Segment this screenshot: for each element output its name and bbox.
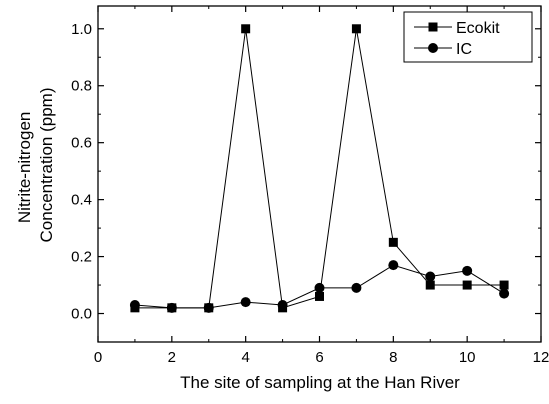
- data-point-ecokit: [241, 24, 251, 34]
- x-tick-label-0: 0: [94, 349, 102, 366]
- data-point-ecokit: [425, 280, 435, 290]
- x-tick-label-12: 12: [533, 349, 549, 366]
- x-tick-label-10: 10: [459, 349, 476, 366]
- data-point-ecokit: [315, 291, 324, 301]
- y-tick-label-0: 0.0: [71, 306, 92, 323]
- y-tick-label-3: 0.6: [71, 135, 92, 152]
- legend-marker-ecokit: [428, 22, 438, 32]
- data-point-ecokit: [388, 237, 398, 247]
- data-point-ic: [388, 260, 399, 271]
- x-tick-label-2: 2: [168, 349, 176, 366]
- y-tick-label-4: 0.8: [71, 78, 92, 95]
- data-point-ecokit: [462, 280, 472, 290]
- y-tick-label-1: 0.2: [71, 249, 92, 266]
- data-point-ic: [314, 282, 325, 293]
- y-axis-title: Nitrite-nitrogen Concentration (ppm): [15, 88, 56, 243]
- data-point-ic: [203, 302, 214, 313]
- data-point-ecokit: [351, 24, 361, 34]
- series-line-ecokit: [134, 28, 505, 309]
- data-point-ic: [240, 297, 251, 308]
- y-tick-label-2: 0.4: [71, 192, 92, 209]
- data-point-ic: [351, 282, 362, 293]
- data-point-ic: [425, 271, 436, 282]
- legend-label-ecokit: Ecokit: [456, 20, 500, 37]
- y-axis-title-line-2: Concentration (ppm): [37, 88, 56, 243]
- data-point-ic: [129, 299, 140, 310]
- y-axis-title-line-1: Nitrite-nitrogen: [15, 112, 34, 224]
- y-tick-label-5: 1.0: [71, 21, 92, 38]
- x-axis-title: The site of sampling at the Han River: [180, 373, 460, 392]
- x-tick-label-6: 6: [315, 349, 323, 366]
- data-point-ic: [166, 302, 177, 313]
- x-tick-label-4: 4: [241, 349, 249, 366]
- data-point-ic: [462, 265, 473, 276]
- data-point-ecokit: [499, 280, 509, 290]
- data-point-ic: [277, 299, 288, 310]
- x-tick-label-8: 8: [389, 349, 397, 366]
- legend-box: [403, 11, 533, 63]
- legend-label-ic: IC: [456, 41, 472, 58]
- legend-marker-ic: [428, 43, 438, 53]
- data-point-ic: [499, 288, 510, 299]
